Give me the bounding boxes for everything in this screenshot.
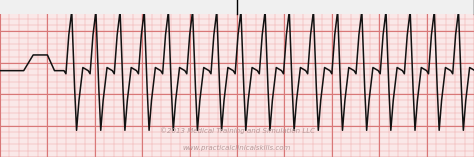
Text: www.practicalclinicalskills.com: www.practicalclinicalskills.com (183, 145, 291, 151)
Bar (0, 0, 474, 14)
Text: ©2013 Medical Training and Simulation LLC: ©2013 Medical Training and Simulation LL… (159, 127, 315, 134)
